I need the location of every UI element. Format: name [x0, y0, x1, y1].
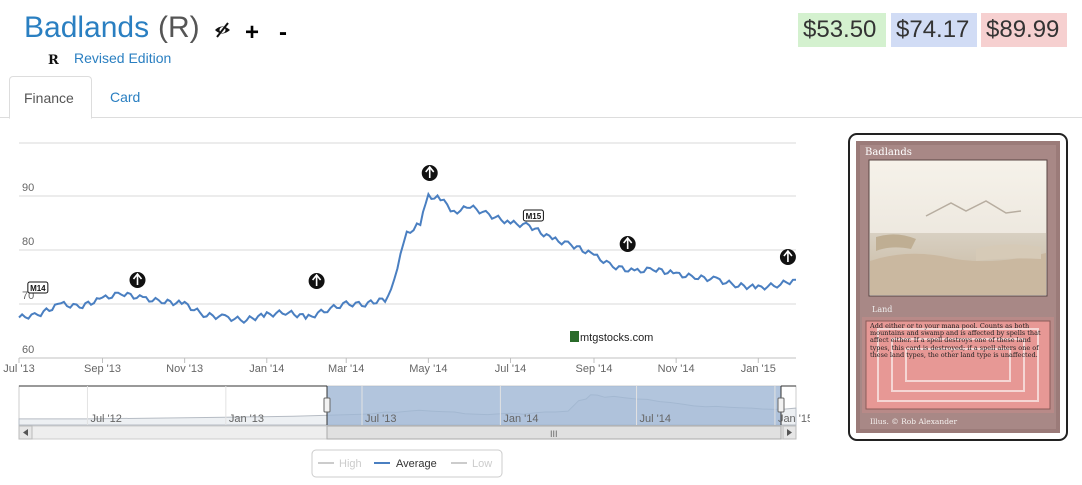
set-symbol: R [48, 53, 59, 68]
m14-set-icon[interactable]: M14 [27, 281, 49, 294]
x-tick-label: Jan '14 [249, 363, 284, 375]
set-name-link[interactable]: Revised Edition [74, 50, 172, 66]
navigator-label: Jul '12 [90, 413, 121, 425]
range-scrollbar[interactable]: III [18, 425, 797, 440]
x-tick-label: Sep '13 [84, 363, 121, 375]
tab-finance[interactable]: Finance [9, 76, 92, 119]
journey-into-nyx-set-icon[interactable] [421, 165, 438, 181]
legend-average[interactable]: Average [396, 458, 437, 470]
born-of-the-gods-set-icon[interactable] [308, 273, 325, 289]
x-tick-label: Nov '14 [658, 363, 695, 375]
series-average-line [18, 191, 797, 325]
tab-bar: Finance Card [0, 76, 1082, 119]
x-tick-label: Jan '15 [741, 363, 776, 375]
m14-set-icon-label: M14 [30, 284, 46, 293]
y-tick-label: 90 [22, 182, 34, 194]
average-price-badge: $74.17 [891, 13, 977, 47]
m14-set-icon-badge [27, 281, 49, 294]
x-tick-label: Sep '14 [576, 363, 613, 375]
card-artist: Illus. © Rob Alexander [870, 417, 957, 426]
foil-toggle-icon[interactable] [214, 22, 231, 41]
rarity-label: (R) [158, 11, 200, 44]
scrollbar-thumb[interactable] [326, 425, 782, 440]
navigator-right-handle[interactable] [777, 397, 785, 413]
navigator-label: Jul '13 [365, 413, 396, 425]
x-tick-label: Nov '13 [166, 363, 203, 375]
chart-legend: High Average Low [311, 449, 503, 478]
khans-set-icon-detail [623, 236, 633, 249]
navigator-selection[interactable] [327, 386, 781, 425]
card-image: Badlands Land Add either or to your mana… [856, 141, 1060, 433]
journey-into-nyx-set-icon-detail [425, 165, 435, 178]
scrollbar-grip: III [550, 429, 558, 439]
navigator-left-handle[interactable] [323, 397, 331, 413]
theros-set-icon[interactable] [129, 272, 146, 288]
minus-icon[interactable]: - [279, 19, 287, 46]
card-name: Badlands [24, 11, 150, 44]
x-tick-label: May '14 [409, 363, 447, 375]
card-rules-text: Add either or to your mana pool. Counts … [870, 323, 1041, 359]
mtgstocks-watermark: mtgstocks.com [570, 331, 653, 344]
tab-card[interactable]: Card [110, 89, 141, 105]
navigator-label: Jan '14 [503, 413, 538, 425]
theros-set-icon-detail [132, 272, 143, 285]
born-of-the-gods-set-icon-detail [311, 273, 322, 286]
fate-reforged-set-icon-detail [783, 249, 793, 262]
high-price-badge: $89.99 [981, 13, 1067, 47]
m15-set-icon-label: M15 [526, 212, 542, 221]
navigator-label: Jul '14 [640, 413, 671, 425]
navigator-label: Jan '15 [778, 413, 810, 425]
y-tick-label: 60 [22, 344, 34, 356]
watermark-text: mtgstocks.com [580, 332, 653, 344]
legend-box [311, 449, 503, 478]
low-price-badge: $53.50 [798, 13, 886, 47]
range-navigator[interactable]: Jul '12 Jan '13 Jul '13 Jan '14 Jul '14 Jan '… [18, 385, 810, 426]
khans-set-icon[interactable] [619, 236, 636, 252]
y-tick-label: 80 [22, 236, 34, 248]
scroll-right-icon [787, 429, 792, 436]
plus-icon[interactable]: + [245, 19, 260, 46]
scroll-left-icon [23, 429, 28, 436]
m15-set-icon[interactable]: M15 [522, 209, 544, 222]
navigator-label: Jan '13 [229, 413, 264, 425]
legend-high[interactable]: High [339, 458, 362, 470]
card-title: Badlands [865, 147, 912, 158]
x-tick-label: Mar '14 [328, 363, 364, 375]
fate-reforged-set-icon[interactable] [779, 249, 796, 265]
x-tick-label: Jul '13 [3, 363, 34, 375]
x-tick-label: Jul '14 [495, 363, 526, 375]
m15-set-icon-badge [522, 209, 544, 222]
legend-low[interactable]: Low [472, 458, 492, 470]
card-type-line: Land [872, 305, 892, 314]
